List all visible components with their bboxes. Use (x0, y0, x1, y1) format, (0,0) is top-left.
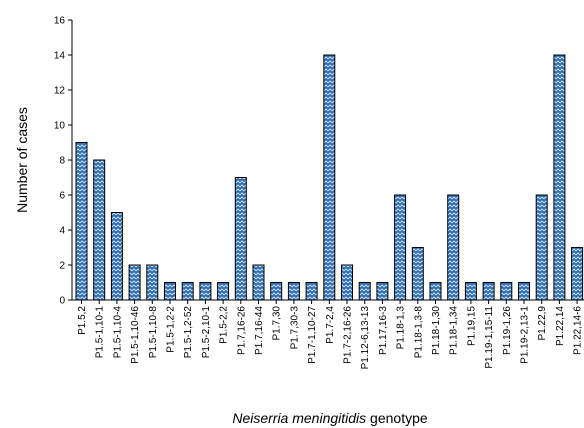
x-tick-label: P1.18-1,3 (396, 306, 407, 350)
bar (181, 282, 194, 301)
bar (447, 194, 460, 301)
bar (128, 264, 141, 301)
y-axis-title: Number of cases (14, 107, 30, 213)
x-tick-label: P1.7-2,16-26 (343, 306, 354, 364)
bar (323, 54, 336, 301)
bar (411, 247, 424, 301)
x-tick-label: P1.17,16-3 (378, 306, 389, 355)
bar (287, 282, 300, 301)
bar (341, 264, 353, 301)
bar (93, 159, 106, 301)
y-tick-label: 16 (54, 16, 66, 27)
bar (518, 282, 530, 301)
x-tick-label: P1.18-1,3-8 (413, 306, 424, 359)
x-tick-label: P1.22,14-6 (573, 306, 584, 355)
x-axis-title-rest: genotype (366, 410, 428, 426)
x-tick-label: P1.5,2 (77, 306, 88, 335)
y-axis-ticks: 0 2 4 6 8 10 12 14 16 (54, 16, 72, 307)
x-tick-label: P1.18-1,30 (431, 306, 442, 355)
y-tick-label: 2 (59, 261, 65, 272)
bar (482, 282, 495, 301)
x-tick-label: P1.5-2,2 (219, 306, 230, 344)
x-tick-label: P1.5-1,10-46 (130, 306, 141, 364)
x-tick-label: P1.7,30 (272, 306, 283, 341)
bar (429, 282, 442, 301)
y-tick-label: 8 (59, 156, 65, 167)
x-tick-label: P1.5-1,10-4 (112, 306, 123, 359)
y-tick-label: 12 (54, 86, 66, 97)
bar (553, 54, 566, 301)
x-axis-ticks: P1.5,2 P1.5-1,10-1 P1.5-1,10-4 P1.5-1,10-46… (77, 300, 584, 369)
bar (464, 282, 477, 301)
bar (270, 282, 283, 301)
bar (199, 282, 212, 301)
bar (305, 282, 318, 301)
x-tick-label: P1.5-1,10-8 (148, 306, 159, 359)
bars (75, 54, 584, 301)
x-tick-label: P1.19-2,13-1 (520, 306, 531, 364)
x-tick-label: P1.12-6,13-13 (360, 306, 371, 370)
x-tick-label: P1.7,16-44 (254, 306, 265, 355)
x-tick-label: P1.18-1,34 (449, 306, 460, 355)
bar (571, 247, 584, 301)
x-tick-label: P1.5-2,10-1 (201, 306, 212, 359)
x-tick-label: P1.7-1,10-27 (307, 306, 318, 364)
y-tick-label: 4 (59, 226, 65, 237)
bar (535, 194, 548, 301)
bar (394, 194, 407, 301)
x-tick-label: P1.22,14 (555, 306, 566, 346)
x-tick-label: P1.7,16-26 (236, 306, 247, 355)
bar (110, 212, 123, 301)
x-tick-label: P1.7-2,4 (325, 306, 336, 344)
x-tick-label: P1.19-1,26 (502, 306, 513, 355)
x-tick-label: P1.5-1,2-52 (183, 306, 194, 359)
y-tick-label: 0 (59, 296, 65, 307)
y-tick-label: 14 (54, 51, 66, 62)
bar (252, 264, 265, 301)
bar (358, 282, 371, 301)
y-tick-label: 6 (59, 191, 65, 202)
axes (71, 20, 584, 301)
x-tick-label: P1.7,30-3 (289, 306, 300, 350)
bar (376, 282, 389, 301)
x-tick-label: P1.19-1,15-11 (484, 306, 495, 369)
bar (500, 282, 513, 301)
bar (146, 264, 159, 301)
y-tick-label: 10 (54, 121, 66, 132)
x-tick-label: P1.22,9 (537, 306, 548, 341)
bar (164, 282, 176, 301)
x-tick-label: P1.5-1,2-2 (166, 306, 177, 353)
bar (217, 282, 230, 301)
bar (75, 142, 88, 301)
bar (234, 177, 247, 301)
x-axis-title: Neiserria meningitidis genotype (232, 410, 428, 426)
x-axis-title-italic: Neiserria meningitidis (232, 410, 366, 426)
x-tick-label: P1.19,15 (466, 306, 477, 346)
x-tick-label: P1.5-1,10-1 (95, 306, 106, 359)
